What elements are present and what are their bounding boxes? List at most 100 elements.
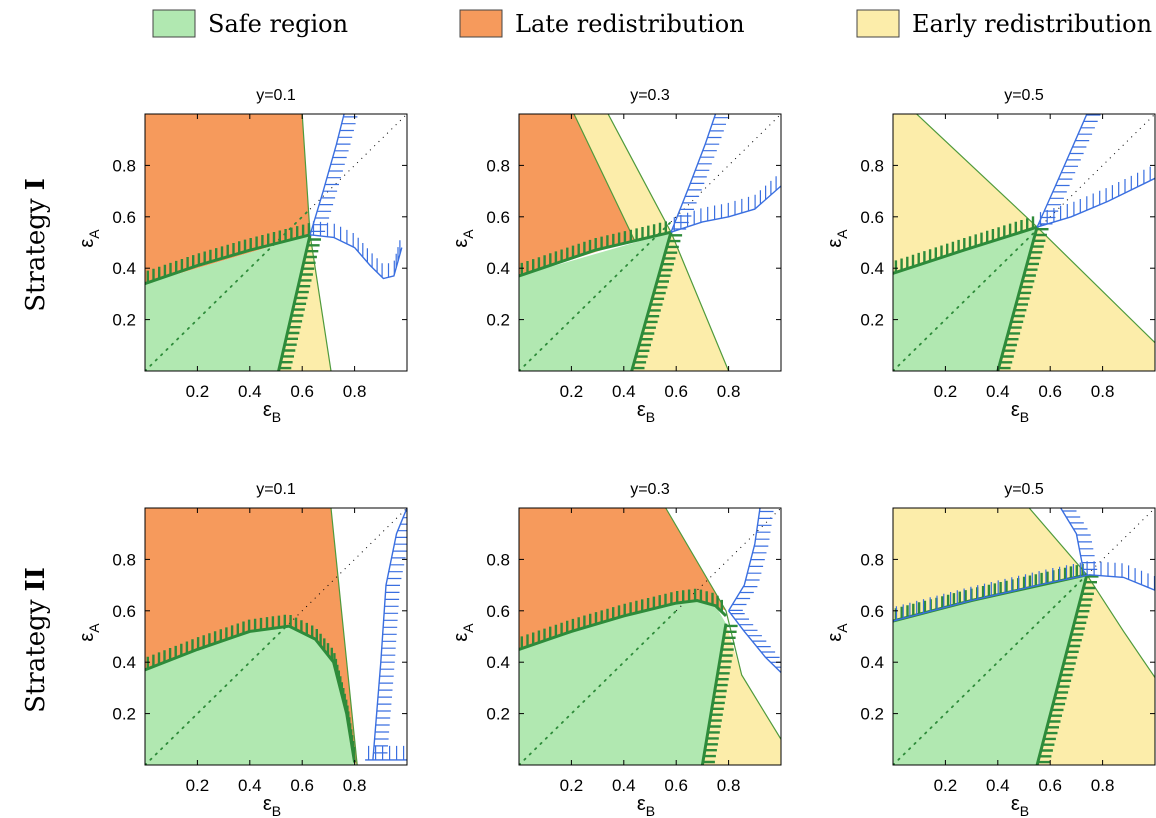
region-boundary-line — [573, 114, 635, 241]
blue-boundary-curve — [309, 114, 345, 236]
safe-boundary-curve — [145, 624, 357, 763]
region-late — [519, 114, 635, 276]
y-tick-label: 0.6 — [860, 208, 884, 227]
blue-curve-hatching — [312, 221, 401, 278]
x-axis-label: εB — [263, 793, 281, 818]
y-tick-label: 0.6 — [112, 208, 136, 227]
region-boundary-line — [330, 508, 358, 765]
x-axis-label-subscript: B — [646, 409, 655, 425]
row-label-strategy-1: Strategy I — [21, 178, 51, 312]
svg-text:StrategyII: Strategy II — [21, 567, 51, 713]
y-tick-label: 0.4 — [486, 259, 510, 278]
y-tick-label: 0.4 — [112, 259, 136, 278]
x-tick-label: 0.4 — [986, 776, 1010, 795]
blue-boundary-curve — [310, 234, 403, 280]
x-axis-label: εB — [637, 793, 655, 818]
row-label-word: Strategy — [21, 599, 51, 713]
y-axis-label-symbol: ε — [76, 239, 98, 248]
y-tick-label: 0.8 — [860, 550, 884, 569]
legend-swatch-safe — [152, 9, 196, 38]
blue-boundary-curve — [670, 114, 717, 233]
x-tick-label: 0.2 — [560, 382, 584, 401]
svg-text:StrategyI: Strategy I — [21, 178, 51, 312]
row-label-strategy-2: Strategy II — [21, 567, 51, 713]
x-tick-label: 0.4 — [612, 382, 636, 401]
x-tick-label: 0.2 — [186, 382, 210, 401]
y-tick-label: 0.8 — [486, 156, 510, 175]
x-axis-label-subscript: B — [646, 803, 655, 818]
region-early — [1037, 574, 1155, 765]
plot-frame — [892, 507, 1156, 766]
safe-boundary-curve — [519, 598, 728, 651]
region-late — [145, 508, 358, 765]
y-tick-label: 0.2 — [860, 311, 884, 330]
y-axis-label-subscript: A — [834, 623, 850, 633]
row-label-word: Strategy — [21, 198, 51, 312]
plot-area — [145, 114, 407, 371]
legend-label-safe: Safe region — [208, 10, 348, 38]
y-axis-label-symbol: ε — [450, 633, 472, 642]
x-tick-label: 0.6 — [1038, 382, 1062, 401]
y-axis-label-symbol: ε — [824, 633, 846, 642]
safe-curve-hatching — [520, 221, 667, 275]
legend-swatch-late — [459, 9, 503, 38]
safe-curve-hatching — [998, 228, 1049, 370]
x-tick-label: 0.4 — [986, 382, 1010, 401]
plot-area — [519, 508, 781, 765]
region-early — [893, 114, 1038, 274]
region-early — [631, 232, 729, 371]
plot-area — [519, 114, 781, 371]
x-tick-label: 0.4 — [238, 382, 262, 401]
safe-boundary-curve — [1035, 574, 1089, 765]
x-tick-label: 0.2 — [934, 776, 958, 795]
region-early — [574, 114, 671, 240]
y-axis-label-symbol: ε — [450, 239, 472, 248]
panel-title: y=0.1 — [256, 481, 296, 498]
region-safe — [145, 234, 311, 371]
plot-frame — [144, 113, 408, 372]
panel-title: y=0.3 — [630, 87, 670, 104]
y-axis-label-symbol: ε — [76, 633, 98, 642]
y-axis-label: εA — [824, 229, 850, 248]
plot-area — [145, 508, 407, 765]
legend: Safe region Late redistribution Early re… — [152, 9, 1152, 38]
y-tick-label: 0.8 — [112, 550, 136, 569]
y-axis-label: εA — [450, 623, 476, 642]
plot-frame — [518, 113, 782, 372]
safe-curve-hatching — [1037, 575, 1099, 764]
y-axis-label-subscript: A — [460, 623, 476, 633]
y-tick-label: 0.8 — [860, 156, 884, 175]
legend-item-early: Early redistribution — [856, 9, 1152, 38]
x-axis-label-symbol: ε — [263, 399, 272, 421]
blue-curve-hatching — [673, 176, 777, 232]
x-tick-label: 0.4 — [612, 776, 636, 795]
region-safe — [519, 600, 726, 765]
region-boundary-line — [1028, 508, 1155, 678]
blue-curve-hatching — [368, 745, 405, 760]
y-tick-label: 0.4 — [860, 259, 884, 278]
diagonal-line-safe — [893, 573, 1088, 765]
plot-area — [893, 508, 1155, 765]
blue-boundary-curve — [1036, 114, 1088, 228]
y-tick-label: 0.6 — [486, 602, 510, 621]
x-axis-label-subscript: B — [272, 409, 281, 425]
x-axis-label-symbol: ε — [637, 399, 646, 421]
blue-boundary-curve — [670, 185, 781, 233]
legend-item-safe: Safe region — [152, 9, 348, 38]
y-axis-label-subscript: A — [86, 229, 102, 239]
x-tick-label: 0.4 — [238, 776, 262, 795]
x-tick-label: 0.8 — [1091, 776, 1115, 795]
legend-label-early: Early redistribution — [912, 10, 1152, 38]
blue-boundary-curve — [372, 508, 407, 760]
x-tick-label: 0.6 — [290, 382, 314, 401]
x-axis-label: εB — [637, 399, 655, 425]
y-tick-label: 0.6 — [486, 208, 510, 227]
panel-title: y=0.1 — [256, 87, 296, 104]
blue-curve-hatching — [311, 116, 358, 232]
y-tick-label: 0.8 — [486, 550, 510, 569]
